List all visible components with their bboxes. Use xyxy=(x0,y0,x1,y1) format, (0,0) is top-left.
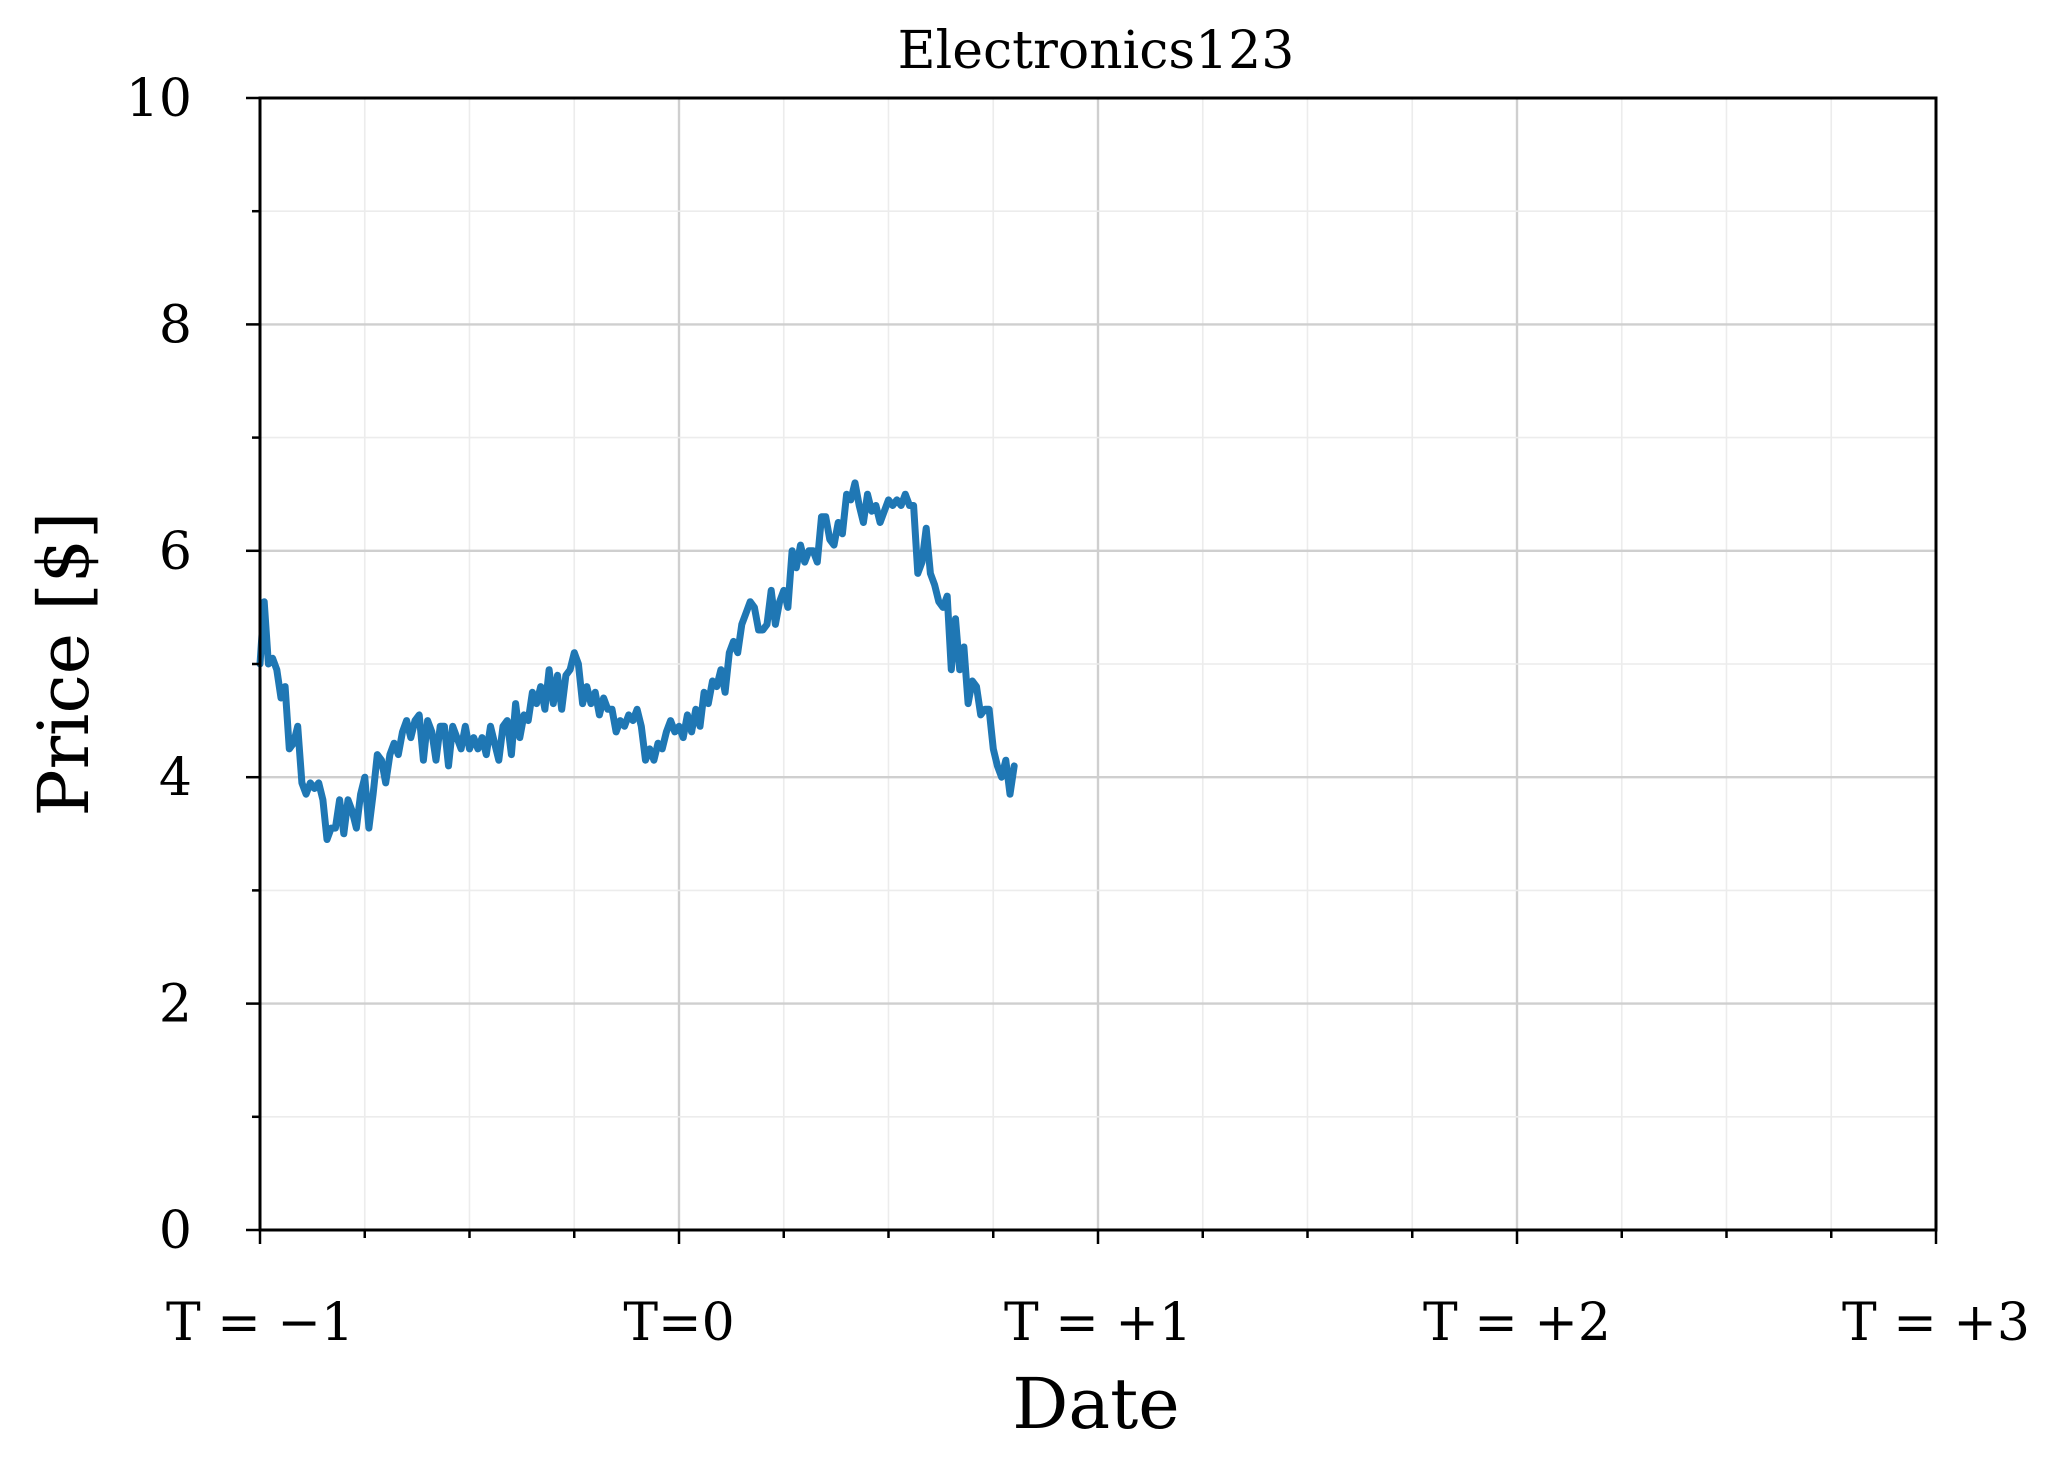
chart-title: Electronics123 xyxy=(898,21,1295,81)
x-tick-label: T = +1 xyxy=(1004,1293,1192,1353)
y-tick-label: 4 xyxy=(159,748,192,808)
price-series-line xyxy=(256,479,1018,843)
y-axis-label: Price [$] xyxy=(23,512,105,817)
y-tick-label: 10 xyxy=(126,69,192,129)
y-tick-labels: 0 2 4 6 8 10 xyxy=(126,69,192,1261)
y-tick-label: 8 xyxy=(159,295,192,355)
y-tick-label: 0 xyxy=(159,1201,192,1261)
grid xyxy=(258,96,1938,1232)
series-layer xyxy=(256,479,1018,843)
x-tick-labels: T = −1 T=0 T = +1 T = +2 T = +3 xyxy=(166,1293,2030,1353)
x-tick-label: T=0 xyxy=(623,1293,734,1353)
x-tick-label: T = +2 xyxy=(1423,1293,1611,1353)
x-tick-label: T = +3 xyxy=(1842,1293,2030,1353)
x-tick-label: T = −1 xyxy=(166,1293,354,1353)
y-tick-label: 2 xyxy=(159,975,192,1035)
y-tick-label: 6 xyxy=(159,522,192,582)
x-axis-label: Date xyxy=(1012,1363,1179,1445)
axis-ticks xyxy=(246,96,1938,1244)
